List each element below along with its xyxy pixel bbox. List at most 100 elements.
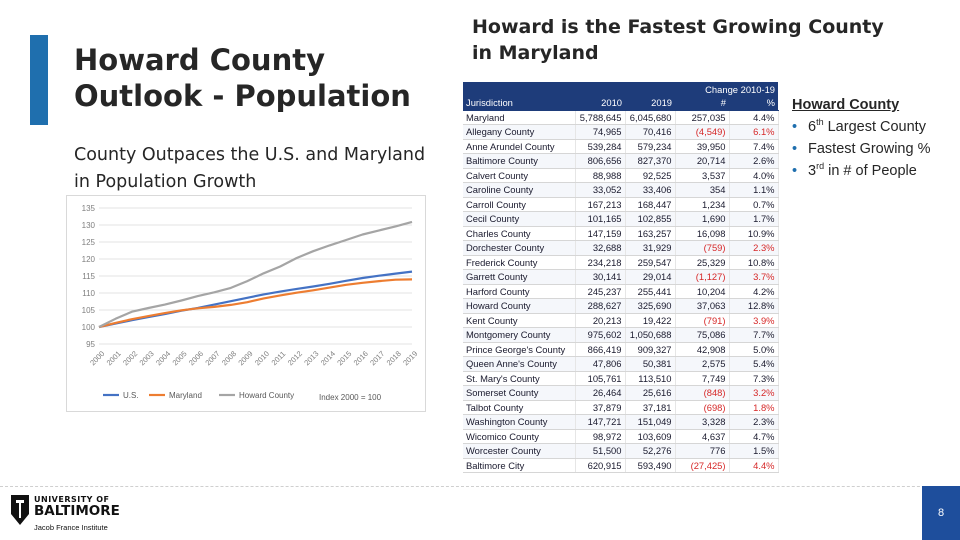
value-cell: 42,908 <box>675 342 730 357</box>
value-cell: 92,525 <box>625 168 676 183</box>
value-cell: 20,213 <box>575 313 626 328</box>
x-tick-label: 2010 <box>253 349 271 367</box>
value-cell: 29,014 <box>625 269 676 285</box>
page-number: 8 <box>922 486 960 540</box>
jurisdiction-cell: Somerset County <box>463 385 576 401</box>
value-cell: 6.1% <box>729 124 779 140</box>
bullet-icon: • <box>792 119 798 135</box>
table-row: Frederick County 234,218 259,547 25,329 10.8… <box>463 255 779 270</box>
table-row: Caroline County 33,052 33,406 354 1.1% <box>463 182 779 198</box>
y-tick-label: 120 <box>82 255 96 264</box>
value-cell: 866,419 <box>575 342 626 357</box>
x-tick-label: 2008 <box>220 349 238 367</box>
value-cell: 827,370 <box>625 153 676 169</box>
value-cell: 593,490 <box>625 458 676 473</box>
value-cell: 105,761 <box>575 371 626 386</box>
table-row: Anne Arundel County 539,284 579,234 39,950 7… <box>463 139 779 154</box>
value-cell: 5,788,645 <box>575 110 626 125</box>
table-row: Howard County 288,627 325,690 37,063 12.8% <box>463 298 779 314</box>
logo-line-1: UNIVERSITY OF <box>34 495 110 504</box>
value-cell: (791) <box>675 313 730 328</box>
jurisdiction-cell: Maryland <box>463 110 576 125</box>
value-cell: 245,237 <box>575 284 626 299</box>
value-cell: 288,627 <box>575 298 626 314</box>
y-tick-label: 105 <box>82 306 96 315</box>
value-cell: (27,425) <box>675 458 730 473</box>
value-cell: (759) <box>675 240 730 256</box>
value-cell: 2.3% <box>729 414 779 430</box>
y-tick-label: 100 <box>82 323 96 332</box>
legend-label: Maryland <box>169 391 202 400</box>
jurisdiction-cell: Washington County <box>463 414 576 430</box>
logo-line-2: BALTIMORE <box>34 503 120 519</box>
series-line <box>98 278 413 329</box>
jurisdiction-cell: Talbot County <box>463 400 576 415</box>
population-table-container: Change 2010-19 Jurisdiction 2010 2019 #% Ma… <box>463 82 779 474</box>
jurisdiction-cell: Queen Anne's County <box>463 356 576 372</box>
table-row: Baltimore County 806,656 827,370 20,714 2.6% <box>463 153 779 169</box>
table-row: Montgomery County 975,602 1,050,688 75,086 7… <box>463 327 779 343</box>
value-cell: 806,656 <box>575 153 626 169</box>
x-tick-label: 2011 <box>270 349 288 367</box>
legend-label: U.S. <box>123 391 139 400</box>
fact-text: 6th Largest County <box>808 117 926 135</box>
table-row: Dorchester County 32,688 31,929 (759) 2.3% <box>463 240 779 256</box>
value-cell: 2.6% <box>729 153 779 169</box>
value-cell: 75,086 <box>675 327 730 343</box>
value-cell: 102,855 <box>625 211 676 227</box>
shield-icon <box>11 495 29 525</box>
table-row: Garrett County 30,141 29,014 (1,127) 3.7% <box>463 269 779 285</box>
value-cell: (1,127) <box>675 269 730 285</box>
value-cell: 909,327 <box>625 342 676 357</box>
value-cell: 151,049 <box>625 414 676 430</box>
table-row: Washington County 147,721 151,049 3,328 2.3% <box>463 414 779 430</box>
value-cell: 7,749 <box>675 371 730 386</box>
population-index-chart: 95 100 105 110 115 120 125 130 135 2000 2001 2002 20… <box>66 195 426 412</box>
change-group-header: Change 2010-19 <box>675 82 779 96</box>
value-cell: 52,276 <box>625 443 676 459</box>
x-tick-label: 2013 <box>302 349 320 367</box>
jurisdiction-cell: Anne Arundel County <box>463 139 576 154</box>
value-cell: 1,234 <box>675 197 730 212</box>
value-cell: 257,035 <box>675 110 730 125</box>
table-row: St. Mary's County 105,761 113,510 7,749 7.3% <box>463 371 779 386</box>
value-cell: 259,547 <box>625 255 676 270</box>
jurisdiction-cell: Kent County <box>463 313 576 328</box>
value-cell: 620,915 <box>575 458 626 473</box>
value-cell: (698) <box>675 400 730 415</box>
table-title: Howard is the Fastest Growing County in … <box>472 16 884 64</box>
x-tick-label: 2005 <box>171 349 189 367</box>
fact-text: Fastest Growing % <box>808 141 931 157</box>
fact-item: • 6th Largest County <box>792 116 957 138</box>
bullet-icon: • <box>792 163 798 179</box>
column-header: # <box>675 96 729 111</box>
table-row: Somerset County 26,464 25,616 (848) 3.2% <box>463 385 779 401</box>
value-cell: 7.4% <box>729 139 779 154</box>
x-tick-label: 2002 <box>121 349 139 367</box>
y-tick-label: 135 <box>82 204 96 213</box>
value-cell: 1,050,688 <box>625 327 676 343</box>
value-cell: 234,218 <box>575 255 626 270</box>
value-cell: 4.4% <box>729 458 779 473</box>
jurisdiction-cell: Caroline County <box>463 182 576 198</box>
value-cell: 167,213 <box>575 197 626 212</box>
value-cell: 2.3% <box>729 240 779 256</box>
table-row: Baltimore City 620,915 593,490 (27,425) 4.4% <box>463 458 779 473</box>
line-chart-svg: 9510010511011512012513013520002001200220… <box>82 204 420 402</box>
table-row: Talbot County 37,879 37,181 (698) 1.8% <box>463 400 779 415</box>
x-tick-label: 2019 <box>401 349 419 367</box>
value-cell: 19,422 <box>625 313 676 328</box>
university-logo: UNIVERSITY OF BALTIMORE Jacob France Ins… <box>10 494 150 536</box>
value-cell: 31,929 <box>625 240 676 256</box>
x-tick-label: 2018 <box>385 349 403 367</box>
jurisdiction-cell: Montgomery County <box>463 327 576 343</box>
value-cell: 74,965 <box>575 124 626 140</box>
value-cell: 33,052 <box>575 182 626 198</box>
legend-label: Howard County <box>239 391 294 400</box>
value-cell: 3,328 <box>675 414 730 430</box>
x-tick-label: 2012 <box>286 349 304 367</box>
value-cell: 1.5% <box>729 443 779 459</box>
jurisdiction-cell: St. Mary's County <box>463 371 576 386</box>
x-tick-label: 2000 <box>88 349 106 367</box>
value-cell: 1.7% <box>729 211 779 227</box>
